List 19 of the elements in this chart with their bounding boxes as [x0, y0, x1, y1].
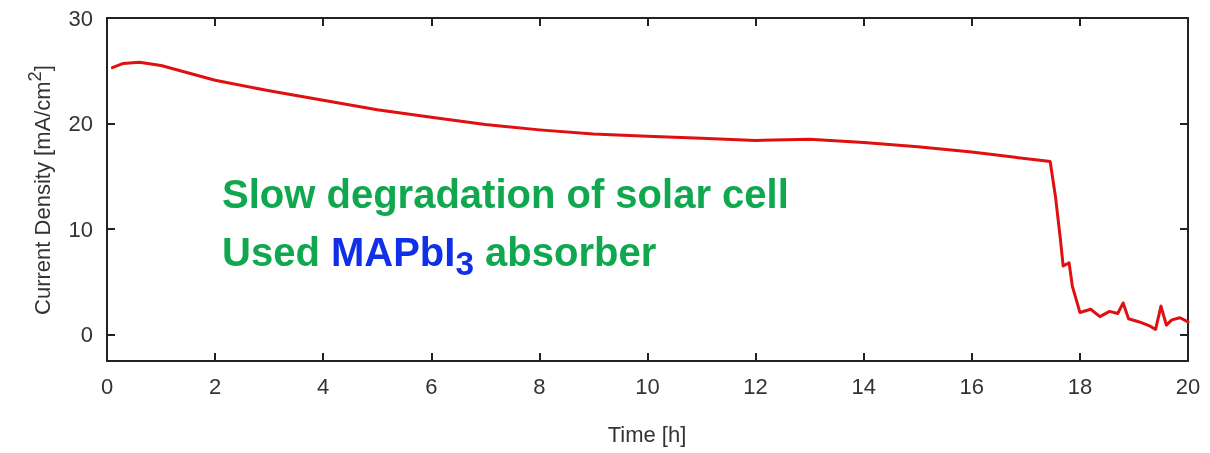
x-tick-label: 2 — [208, 373, 222, 399]
y-tick-label: 20 — [68, 111, 93, 137]
x-tick-label: 10 — [635, 373, 660, 399]
y-tick-label: 30 — [68, 5, 93, 31]
annotation: Slow degradation of solar cell — [222, 172, 789, 217]
x-tick-label: 8 — [533, 373, 546, 399]
x-tick-label: 18 — [1067, 373, 1093, 399]
x-axis-title: Time [h] — [607, 422, 687, 448]
x-tick-label: 4 — [317, 373, 330, 399]
x-tick-label: 20 — [1175, 373, 1201, 399]
x-tick-label: 6 — [425, 373, 438, 399]
x-tick-label: 14 — [851, 373, 876, 399]
x-tick-label: 0 — [100, 373, 114, 399]
x-tick-label: 12 — [743, 373, 768, 399]
annotation: Used MAPbI$_{3}$ absorber — [222, 230, 657, 283]
y-tick-label: 0 — [80, 322, 93, 348]
y-tick-label: 10 — [68, 216, 93, 242]
x-tick-label: 16 — [959, 373, 985, 399]
line-series — [110, 60, 1190, 331]
